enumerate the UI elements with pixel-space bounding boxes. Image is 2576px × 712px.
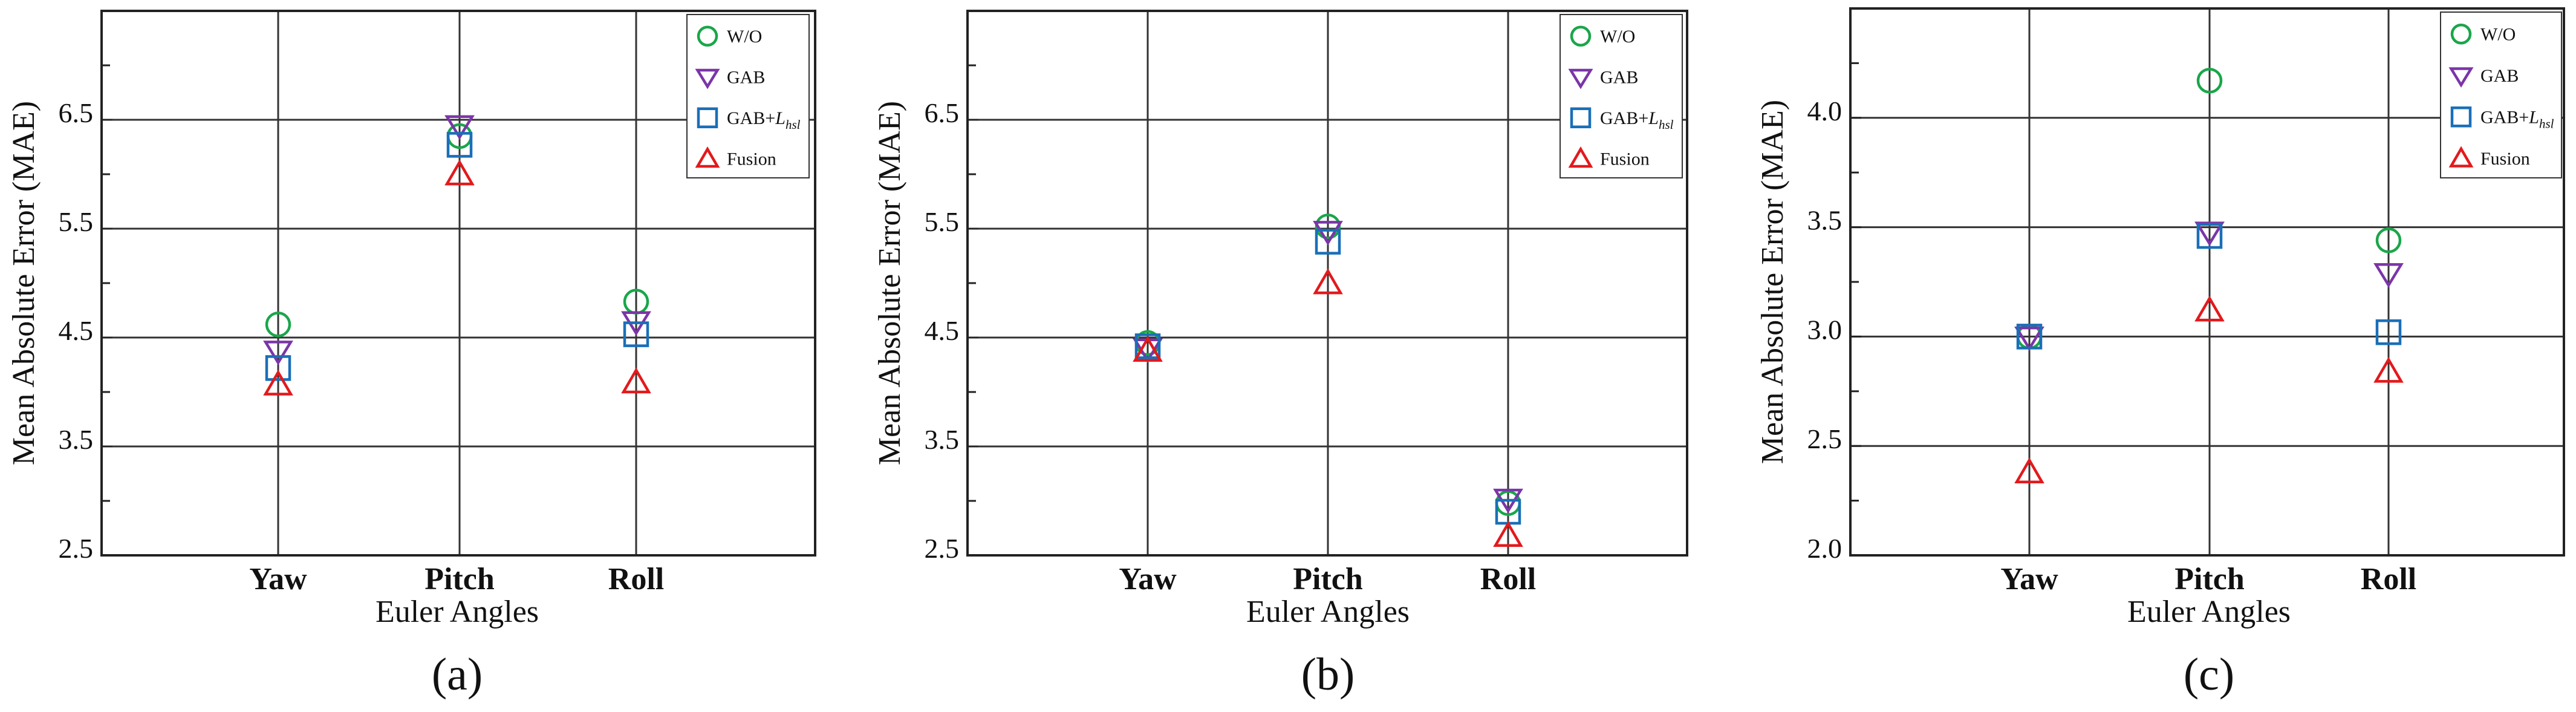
legend-marker bbox=[697, 107, 718, 128]
data-point bbox=[446, 132, 473, 158]
y-tick-label: 2.5 bbox=[925, 533, 960, 564]
chart-panel: 2.5 3.5 4.5 5.5 6.5 Yaw Pitch Roll Euler Angles M… bbox=[873, 10, 1688, 700]
panel-label: (a) bbox=[432, 649, 483, 700]
plot-frame bbox=[1849, 7, 2565, 557]
legend-marker bbox=[1570, 25, 1592, 47]
legend-marker bbox=[2450, 24, 2472, 45]
data-point bbox=[265, 312, 291, 338]
chart-panel: 2.5 3.5 4.5 5.5 6.5 Yaw Pitch Roll Euler Angles M… bbox=[7, 10, 816, 700]
legend-entry: W/O bbox=[1600, 27, 1635, 47]
y-tick-label: 6.5 bbox=[925, 97, 960, 128]
data-point bbox=[263, 369, 293, 396]
y-tick-label: 4.5 bbox=[925, 315, 960, 346]
data-point bbox=[621, 367, 651, 394]
legend-marker bbox=[2448, 146, 2474, 168]
chart-panel: 2.0 2.5 3.0 3.5 4.0 Yaw Pitch Roll Euler Angles M… bbox=[1755, 7, 2565, 700]
data-point bbox=[2373, 356, 2404, 383]
y-tick-label: 2.5 bbox=[59, 533, 94, 564]
legend: W/O GAB GAB+Lhsl Fusion bbox=[1560, 14, 1683, 178]
data-point bbox=[2194, 221, 2225, 247]
legend-frame bbox=[2440, 11, 2562, 178]
x-axis-title: Euler Angles bbox=[1246, 595, 1410, 629]
legend-marker bbox=[695, 146, 720, 168]
legend-marker bbox=[2450, 106, 2472, 128]
data-point bbox=[2375, 227, 2402, 253]
y-tick-label: 3.0 bbox=[1807, 314, 1843, 345]
data-point bbox=[2016, 324, 2043, 350]
data-point bbox=[1133, 336, 1163, 362]
y-tick-label: 2.0 bbox=[1807, 533, 1843, 564]
y-tick-label: 6.5 bbox=[59, 97, 94, 128]
x-tick-label: Yaw bbox=[249, 562, 307, 596]
x-tick-label: Roll bbox=[1480, 562, 1536, 596]
data-point bbox=[2373, 263, 2404, 288]
legend-marker bbox=[695, 68, 720, 90]
data-point bbox=[1313, 221, 1343, 246]
legend-entry: GAB+Lhsl bbox=[1600, 108, 1674, 132]
legend-entry: Fusion bbox=[727, 149, 776, 169]
data-point bbox=[1493, 521, 1523, 547]
y-tick-label: 3.5 bbox=[1807, 205, 1843, 236]
legend-entry: GAB bbox=[727, 67, 765, 87]
panel-label: (c) bbox=[2184, 649, 2234, 700]
legend-entry: GAB+Lhsl bbox=[727, 108, 801, 132]
x-tick-label: Pitch bbox=[2174, 562, 2245, 596]
legend-marker bbox=[1568, 146, 1593, 168]
y-tick-label: 3.5 bbox=[925, 424, 960, 455]
data-point bbox=[444, 159, 475, 186]
data-point bbox=[2196, 223, 2223, 249]
data-point bbox=[2014, 457, 2044, 483]
data-point bbox=[623, 321, 649, 347]
y-tick-label: 5.5 bbox=[59, 206, 94, 237]
x-tick-label: Pitch bbox=[1293, 562, 1363, 596]
x-axis-title: Euler Angles bbox=[2127, 595, 2291, 629]
y-tick-label: 4.0 bbox=[1807, 96, 1843, 126]
data-point bbox=[263, 341, 293, 365]
data-point bbox=[2194, 295, 2225, 322]
legend-entry: W/O bbox=[2480, 24, 2516, 44]
legend-entry: W/O bbox=[727, 27, 762, 47]
y-axis-title: Mean Absolute Error (MAE) bbox=[873, 101, 907, 465]
legend-entry: Fusion bbox=[1600, 149, 1650, 169]
y-axis-title: Mean Absolute Error (MAE) bbox=[7, 101, 41, 465]
legend-entry: Fusion bbox=[2480, 149, 2530, 169]
data-point bbox=[2196, 68, 2223, 94]
legend: W/O GAB GAB+Lhsl Fusion bbox=[2440, 11, 2562, 178]
data-point bbox=[265, 355, 291, 381]
legend-marker bbox=[697, 25, 718, 47]
legend-entry: GAB bbox=[2480, 66, 2519, 86]
y-tick-label: 4.5 bbox=[59, 315, 94, 346]
x-tick-label: Roll bbox=[608, 562, 664, 596]
plot-frame bbox=[966, 10, 1688, 557]
y-tick-label: 2.5 bbox=[1807, 423, 1843, 454]
legend-marker bbox=[2448, 67, 2474, 88]
data-point bbox=[1313, 268, 1343, 295]
data-point bbox=[2014, 326, 2044, 351]
panel-label: (b) bbox=[1301, 649, 1355, 700]
legend: W/O GAB GAB+Lhsl Fusion bbox=[686, 14, 810, 178]
y-axis-title: Mean Absolute Error (MAE) bbox=[1755, 100, 1790, 464]
x-tick-label: Yaw bbox=[2000, 562, 2058, 596]
data-point bbox=[2375, 319, 2402, 345]
data-point bbox=[1134, 333, 1161, 359]
data-point bbox=[444, 115, 475, 140]
x-axis-title: Euler Angles bbox=[376, 595, 539, 629]
data-point bbox=[1315, 229, 1341, 255]
x-tick-label: Yaw bbox=[1119, 562, 1177, 596]
legend-entry: GAB bbox=[1600, 67, 1638, 87]
legend-entry: GAB+Lhsl bbox=[2480, 107, 2554, 131]
x-tick-label: Roll bbox=[2361, 562, 2416, 596]
plot-frame bbox=[100, 10, 816, 557]
legend-marker bbox=[1570, 107, 1592, 128]
x-tick-label: Pitch bbox=[424, 562, 495, 596]
y-tick-label: 5.5 bbox=[925, 206, 960, 237]
legend-marker bbox=[1568, 68, 1593, 90]
y-tick-label: 3.5 bbox=[59, 424, 94, 455]
